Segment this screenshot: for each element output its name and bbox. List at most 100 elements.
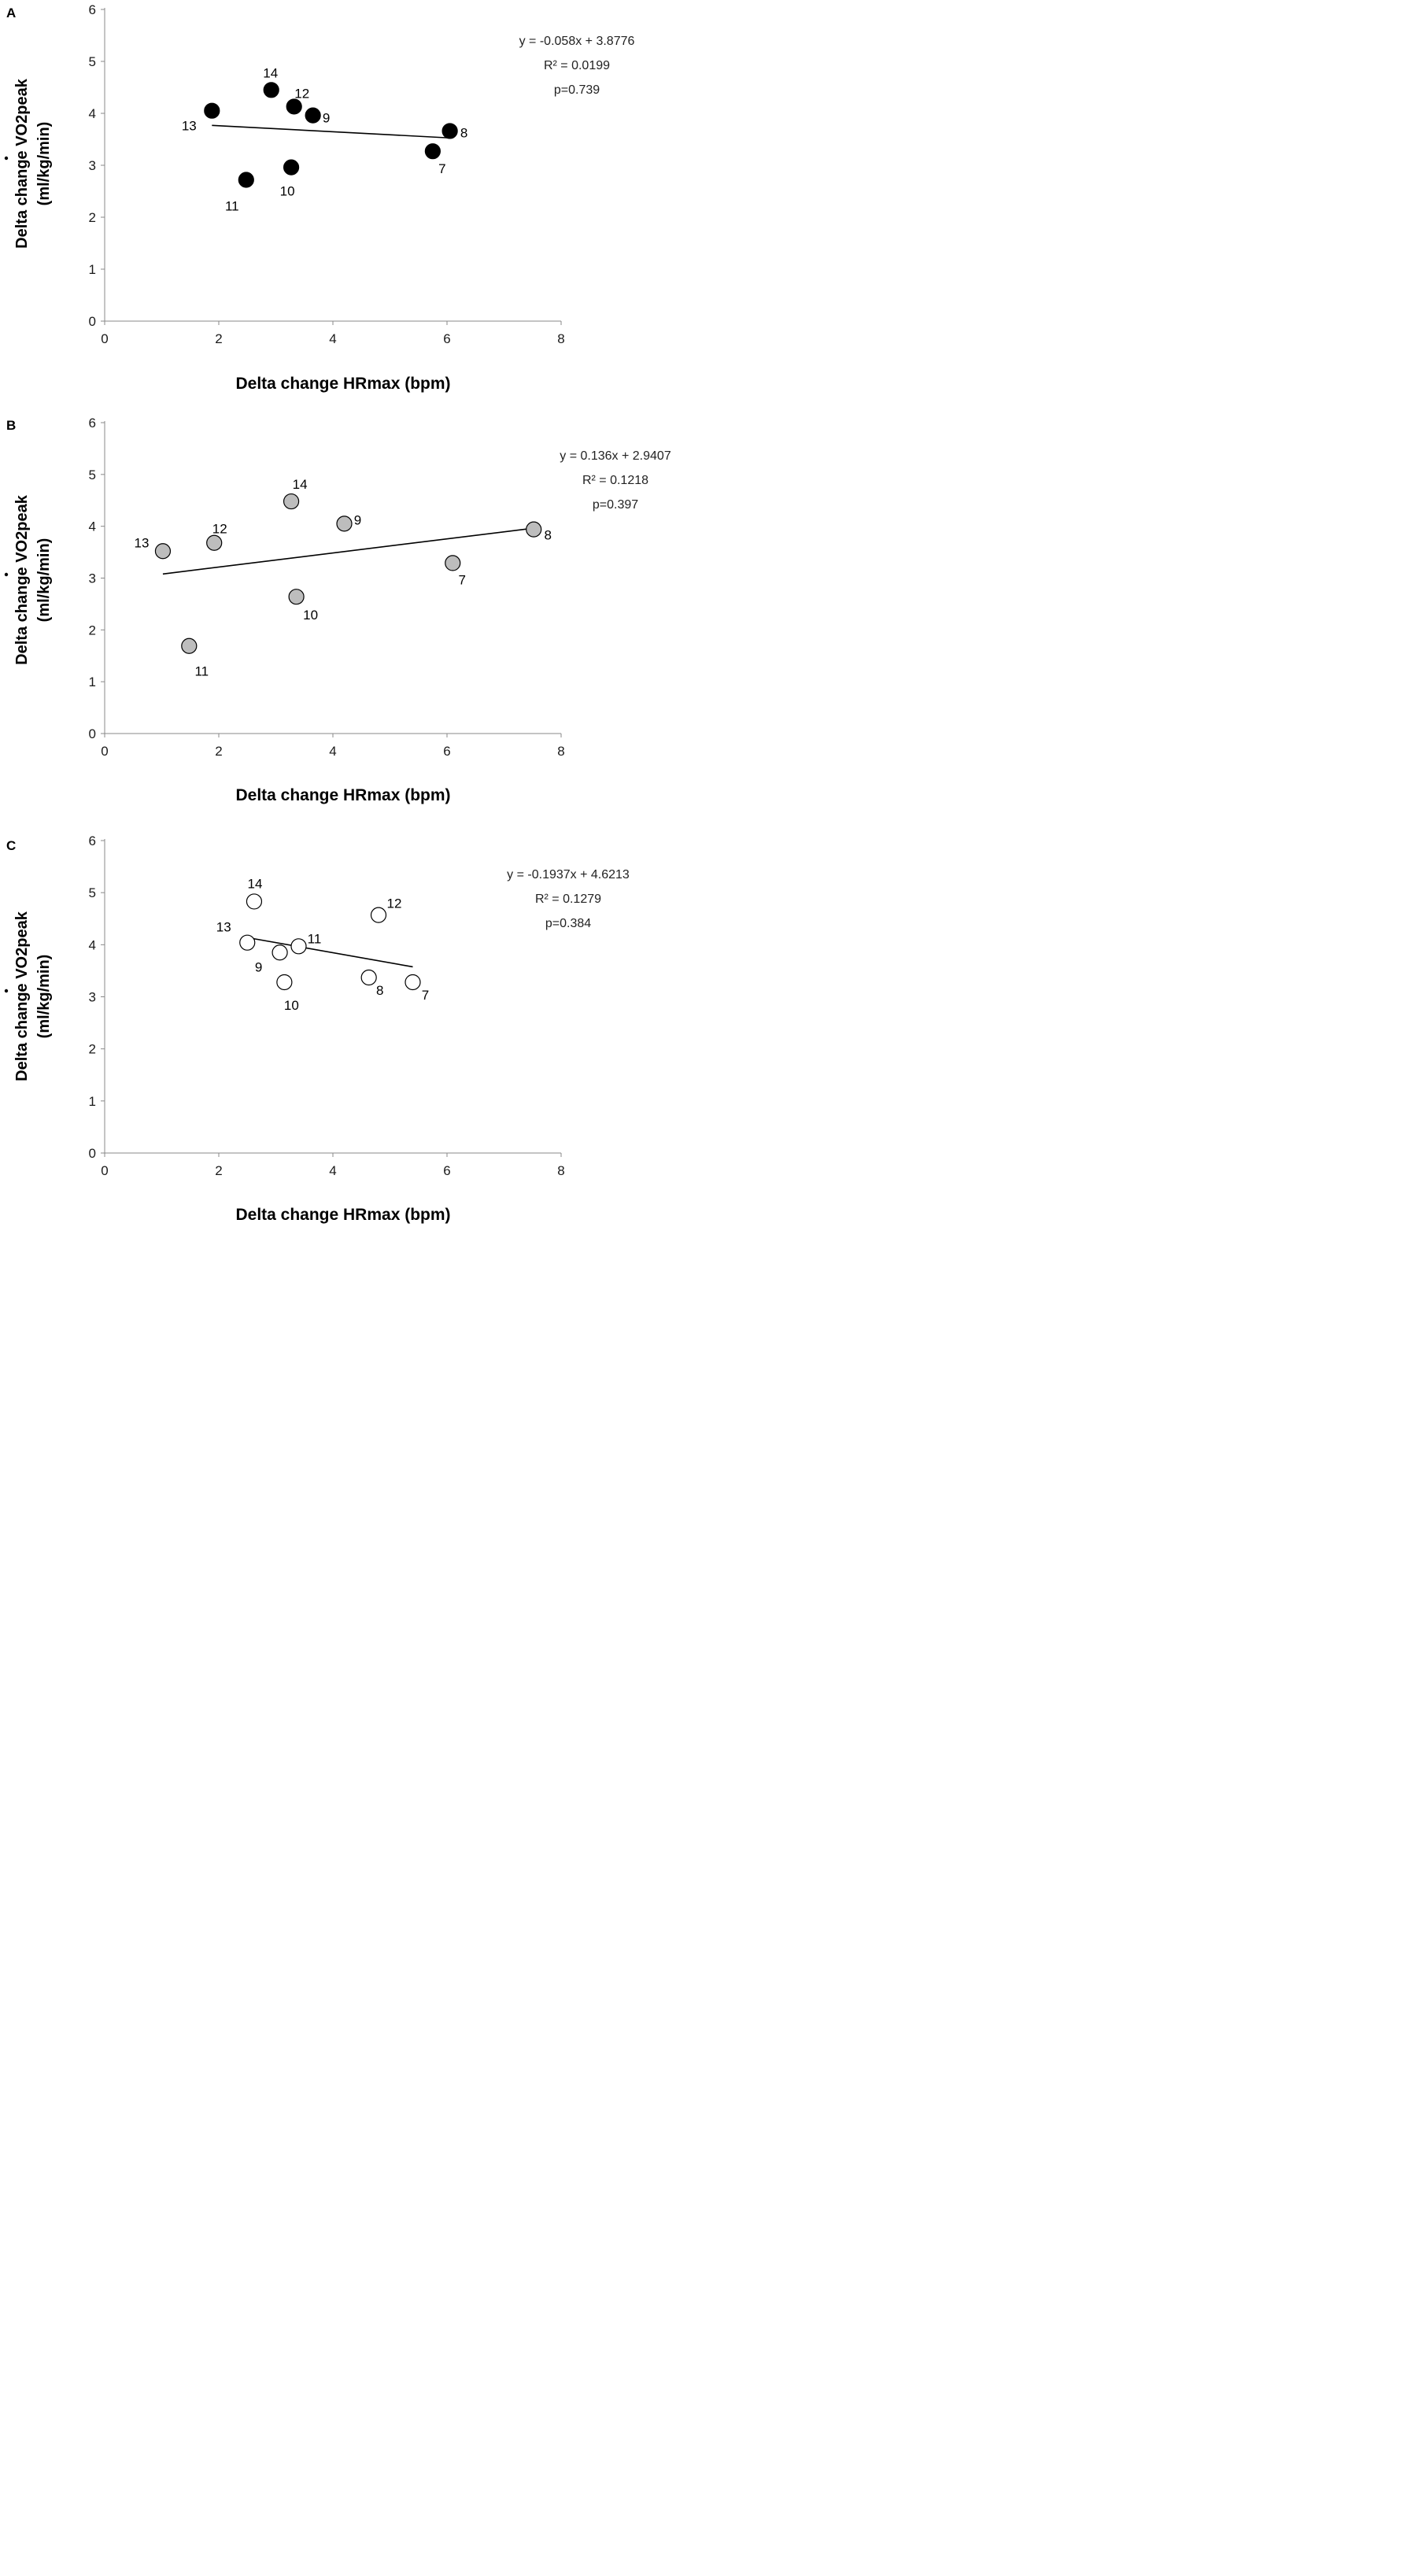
panel-a-trendline xyxy=(212,124,450,139)
panel-a-regression-annotation-2: R² = 0.0199 xyxy=(544,59,610,72)
panel-b-point-label-8: 8 xyxy=(544,528,551,543)
panel-c-data-point-11 xyxy=(290,938,307,955)
panel-c-y-tick-label: 6 xyxy=(89,833,96,848)
panel-a-x-tick-label: 2 xyxy=(215,331,222,346)
panel-c-data-point-12 xyxy=(370,907,387,923)
panel-b-x-tick-label: 2 xyxy=(215,744,222,759)
panel-b-y-tick-label: 4 xyxy=(89,519,96,534)
panel-a-regression-annotation-3: p=0.739 xyxy=(554,83,600,97)
panel-c-y-tick-label: 5 xyxy=(89,885,96,900)
panel-c-y-tick-label: 3 xyxy=(89,990,96,1005)
panel-c-y-tick-label: 4 xyxy=(89,937,96,952)
panel-c-y-axis-title-line1: Delta change VO2peak xyxy=(13,911,31,1081)
panel-b-y-tick-label: 6 xyxy=(89,416,96,431)
panel-a-data-point-10 xyxy=(283,159,300,176)
panel-c-regression-annotation-1: y = -0.1937x + 4.6213 xyxy=(507,868,630,881)
panel-a-point-label-7: 7 xyxy=(438,161,445,176)
panel-c-point-label-14: 14 xyxy=(247,876,262,891)
panel-c-x-tick-label: 8 xyxy=(557,1163,564,1178)
panel-a-data-point-11 xyxy=(238,172,254,188)
panel-b-y-tick-label: 1 xyxy=(89,674,96,689)
panel-c-point-label-8: 8 xyxy=(376,983,383,998)
panel-b-y-axis-title: Delta change VO2peak (ml/kg/min) xyxy=(13,494,53,665)
panel-c-x-tick-label: 6 xyxy=(443,1163,450,1178)
panel-b-x-axis-title: Delta change HRmax (bpm) xyxy=(235,786,450,804)
panel-b-data-point-13 xyxy=(154,543,172,560)
panel-a-y-axis-title: Delta change VO2peak (ml/kg/min) xyxy=(13,78,53,249)
panel-a-data-point-8 xyxy=(441,123,458,139)
panel-a-data-point-14 xyxy=(263,82,279,98)
panel-c-point-label-9: 9 xyxy=(255,959,262,974)
panel-b-data-point-7 xyxy=(445,555,461,571)
panel-c-y-axis-title-line2: (ml/kg/min) xyxy=(35,955,53,1039)
panel-c-point-label-13: 13 xyxy=(216,920,231,935)
panel-c-y-tick-label: 2 xyxy=(89,1042,96,1057)
panel-b-point-label-11: 11 xyxy=(194,664,209,679)
panel-c-y-tick-label: 1 xyxy=(89,1094,96,1109)
panel-b-regression-annotation-3: p=0.397 xyxy=(593,498,638,512)
panel-a-x-tick-label: 4 xyxy=(329,331,336,346)
panel-b-regression-annotation-2: R² = 0.1218 xyxy=(582,474,648,487)
panel-c-data-point-13 xyxy=(239,934,256,951)
panel-c-data-point-7 xyxy=(405,974,421,991)
panel-a-point-label-9: 9 xyxy=(323,111,330,126)
panel-b-data-point-9 xyxy=(336,516,353,532)
panel-a-x-tick-label: 6 xyxy=(443,331,450,346)
panel-b-y-tick-label: 5 xyxy=(89,468,96,482)
panel-c-point-label-12: 12 xyxy=(387,896,402,911)
panel-a-data-point-13 xyxy=(204,102,220,119)
panel-b-point-label-10: 10 xyxy=(303,608,318,623)
panel-b-data-point-14 xyxy=(283,493,300,510)
panel-a-y-tick-label: 2 xyxy=(89,210,96,225)
panel-c-regression-annotation-2: R² = 0.1279 xyxy=(535,893,601,906)
panel-b-y-tick-label: 2 xyxy=(89,623,96,638)
panel-c-data-point-9 xyxy=(272,944,288,961)
panel-a-y-axis-title-line1: Delta change VO2peak xyxy=(13,78,31,249)
panel-a-x-tick-label: 0 xyxy=(101,331,108,346)
panel-b-y-axis-title-line1: Delta change VO2peak xyxy=(13,494,31,665)
panel-b-point-label-13: 13 xyxy=(134,535,149,550)
panel-b-y-tick-label: 3 xyxy=(89,571,96,586)
panel-c-point-label-7: 7 xyxy=(422,988,429,1003)
panel-b-point-label-7: 7 xyxy=(459,572,466,587)
panel-c-data-point-10 xyxy=(276,974,293,991)
panel-b-x-tick-label: 8 xyxy=(557,744,564,759)
panel-a-y-tick-label: 5 xyxy=(89,54,96,69)
panel-c-x-axis-title: Delta change HRmax (bpm) xyxy=(235,1206,450,1224)
panel-a-regression-annotation-1: y = -0.058x + 3.8776 xyxy=(519,35,635,48)
panel-a-y-tick-label: 1 xyxy=(89,262,96,277)
panel-a-data-point-7 xyxy=(424,143,441,160)
panel-b-x-tick-label: 0 xyxy=(101,744,108,759)
panel-b-point-label-12: 12 xyxy=(212,522,227,537)
panel-a-y-tick-label: 3 xyxy=(89,158,96,173)
panel-b-data-point-8 xyxy=(526,521,542,538)
panel-a-x-tick-label: 8 xyxy=(557,331,564,346)
panel-a-vo2-dot-mark xyxy=(4,156,9,161)
panel-b-x-tick-label: 4 xyxy=(329,744,336,759)
panel-a-point-label-14: 14 xyxy=(263,65,278,80)
panel-c-x-tick-label: 2 xyxy=(215,1163,222,1178)
panel-b-data-point-12 xyxy=(206,534,223,551)
panel-b-letter: B xyxy=(6,418,16,433)
panel-a-y-tick-label: 0 xyxy=(89,314,96,329)
panel-b-point-label-14: 14 xyxy=(293,477,308,492)
panel-b-y-tick-label: 0 xyxy=(89,726,96,741)
panel-a-y-tick-label: 4 xyxy=(89,106,96,121)
panel-a-data-point-9 xyxy=(305,107,321,124)
panel-c-point-label-11: 11 xyxy=(308,931,322,946)
panel-a-point-label-13: 13 xyxy=(182,119,197,134)
panel-a-point-label-11: 11 xyxy=(225,198,239,213)
panel-c-trendline xyxy=(247,937,413,968)
panel-b-y-axis-title-line2: (ml/kg/min) xyxy=(35,538,53,623)
panel-c-letter: C xyxy=(6,838,16,853)
panel-a-y-tick-label: 6 xyxy=(89,2,96,17)
panel-b-point-label-9: 9 xyxy=(354,512,361,527)
panel-b-data-point-10 xyxy=(288,589,305,605)
panel-c-data-point-8 xyxy=(360,969,377,986)
panel-a-y-axis-title-line2: (ml/kg/min) xyxy=(35,122,53,206)
panel-c-x-tick-label: 0 xyxy=(101,1163,108,1178)
panel-c-point-label-10: 10 xyxy=(284,998,299,1013)
panel-c-regression-annotation-3: p=0.384 xyxy=(545,917,591,930)
panel-b-x-tick-label: 6 xyxy=(443,744,450,759)
